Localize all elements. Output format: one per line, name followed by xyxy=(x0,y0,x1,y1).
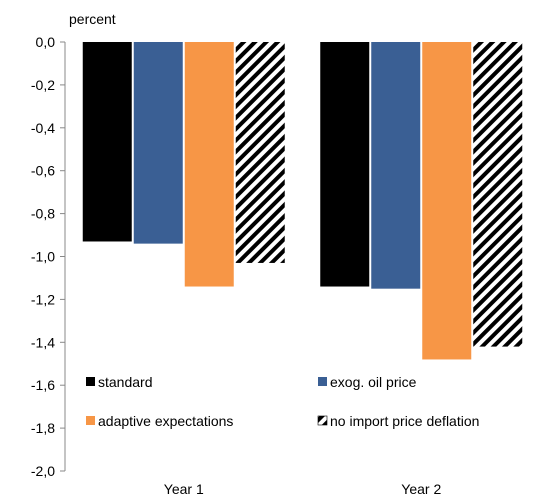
legend-swatch xyxy=(86,416,95,425)
bar-adaptive-expectations-1 xyxy=(184,42,234,287)
bar-exog-oil-price-1 xyxy=(133,42,183,244)
y-tick-label: -0,6 xyxy=(31,163,55,179)
y-tick-label: 0,0 xyxy=(36,34,56,50)
bar-adaptive-expectations-2 xyxy=(422,42,472,360)
x-axis-labels: Year 1 Year 2 xyxy=(164,481,442,497)
legend-label: exog. oil price xyxy=(330,374,417,390)
bar-standard-1 xyxy=(82,42,132,242)
legend-label: no import price deflation xyxy=(330,413,479,429)
y-unit-label: percent xyxy=(69,11,116,27)
bar-no-import-price-deflation-2 xyxy=(473,42,523,347)
legend-label: adaptive expectations xyxy=(98,413,233,429)
y-tick-label: -2,0 xyxy=(31,463,55,479)
x-tick-label: Year 1 xyxy=(164,481,204,497)
bar-no-import-price-deflation-1 xyxy=(235,42,285,263)
y-tick-label: -0,2 xyxy=(31,77,55,93)
legend-swatch xyxy=(318,377,327,386)
bar-exog-oil-price-2 xyxy=(371,42,421,289)
y-axis: 0,0 -0,2 -0,4 -0,6 -0,8 -1,0 -1,2 -1,4 -1,6 -1,8 -… xyxy=(31,34,66,479)
y-tick-label: -1,6 xyxy=(31,377,55,393)
legend: standard exog. oil price adaptive expectat… xyxy=(86,374,479,429)
legend-swatch xyxy=(317,415,328,426)
y-tick-label: -1,4 xyxy=(31,334,55,350)
y-tick-label: -1,2 xyxy=(31,291,55,307)
legend-swatch xyxy=(86,377,95,386)
y-tick-label: -1,0 xyxy=(31,249,55,265)
bars xyxy=(82,42,523,360)
bar-standard-2 xyxy=(320,42,370,287)
x-tick-label: Year 2 xyxy=(401,481,441,497)
y-tick-label: -0,8 xyxy=(31,206,55,222)
y-tick-label: -1,8 xyxy=(31,420,55,436)
y-tick-label: -0,4 xyxy=(31,120,55,136)
legend-label: standard xyxy=(98,374,152,390)
